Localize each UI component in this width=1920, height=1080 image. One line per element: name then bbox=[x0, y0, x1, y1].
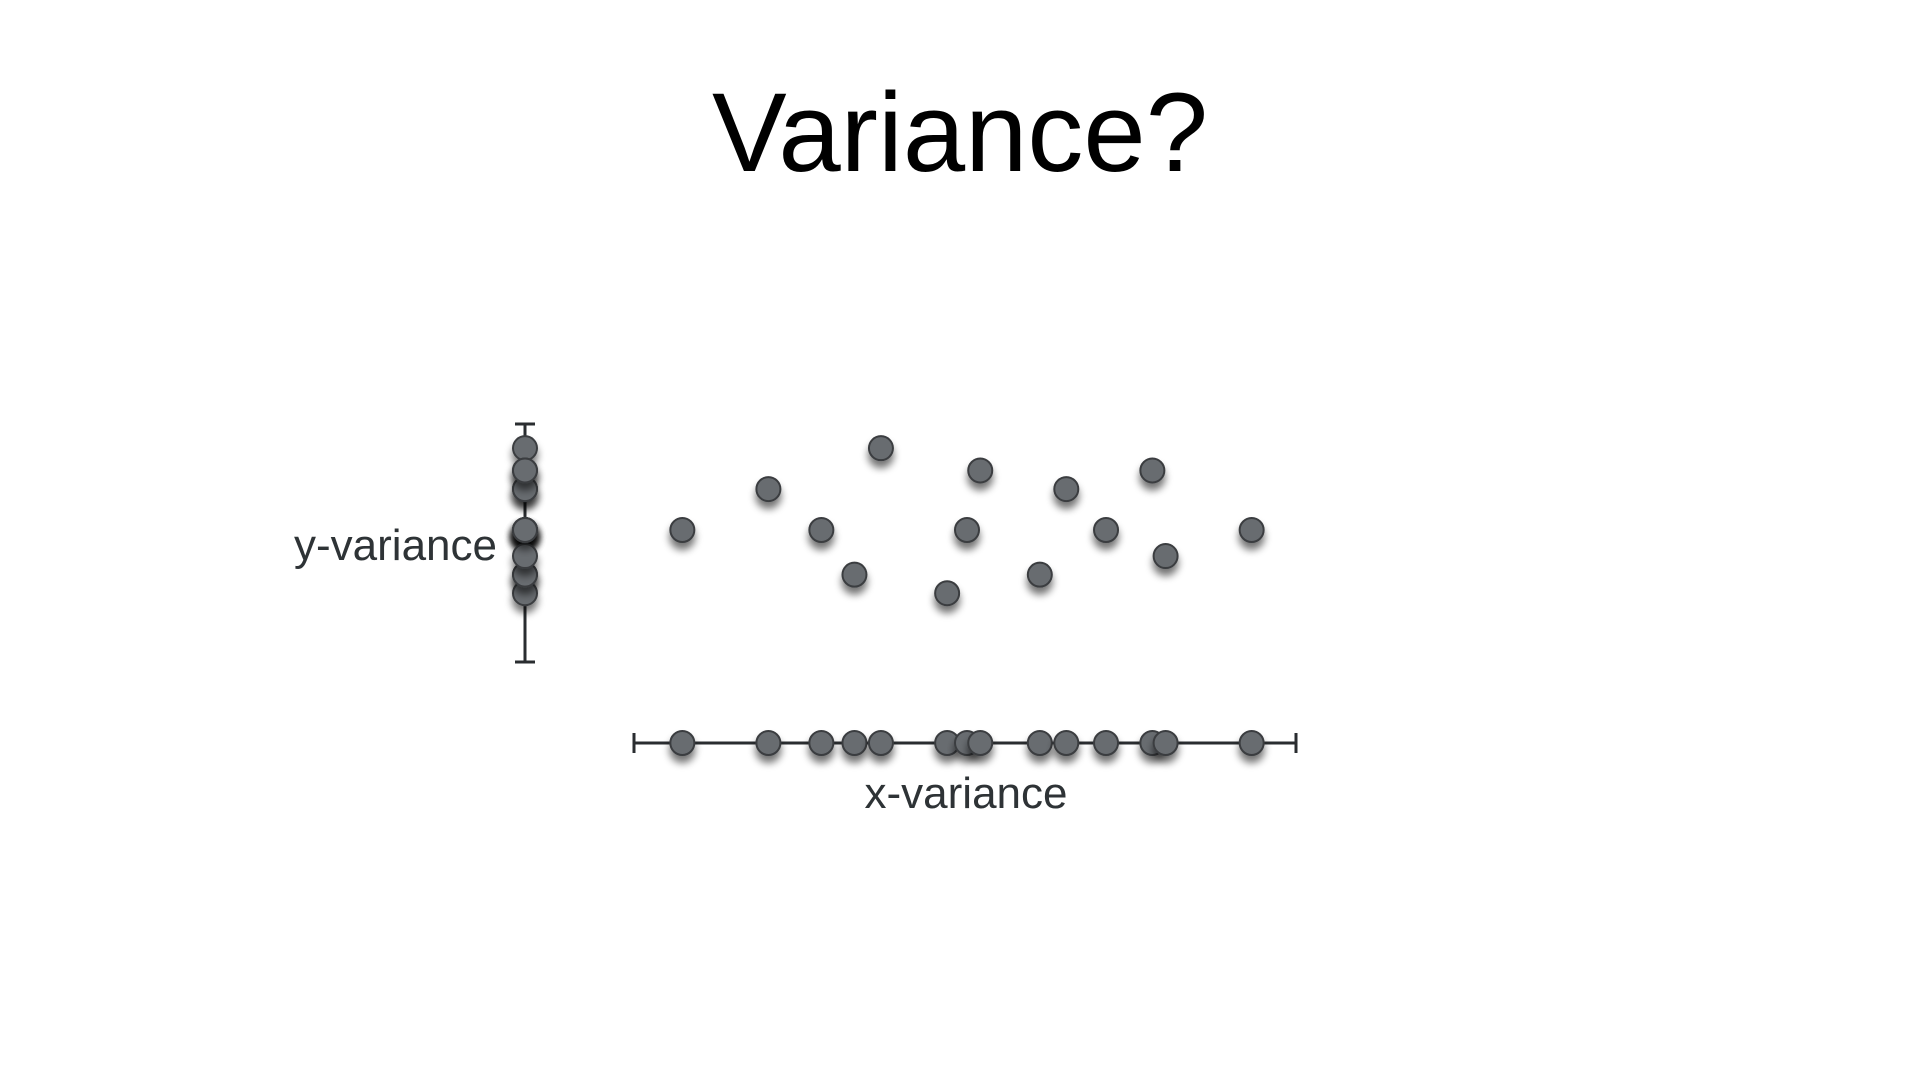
x-projection-point bbox=[867, 730, 894, 756]
scatter-point bbox=[1026, 561, 1053, 588]
x-projection-point bbox=[1026, 730, 1053, 756]
x-projection-point bbox=[841, 730, 868, 756]
scatter-point bbox=[954, 517, 980, 543]
x-projection-point bbox=[967, 730, 994, 756]
scatter-point bbox=[1238, 517, 1265, 543]
y-variance-axis bbox=[512, 422, 538, 664]
scatter-point bbox=[934, 580, 961, 607]
x-projection-point bbox=[1093, 730, 1120, 756]
y-projection-point bbox=[512, 543, 538, 570]
x-variance-label: x-variance bbox=[865, 769, 1068, 818]
x-projection-point bbox=[808, 730, 835, 756]
scatter-point bbox=[841, 561, 868, 588]
x-projection-point bbox=[1238, 730, 1265, 756]
x-projection-point bbox=[1053, 730, 1080, 756]
x-projection-point bbox=[755, 730, 782, 756]
scatter-point bbox=[1053, 476, 1080, 503]
y-projection-point bbox=[512, 435, 538, 462]
y-projection-point bbox=[512, 517, 538, 543]
slide-title: Variance? bbox=[711, 70, 1208, 195]
x-projection-point bbox=[1152, 730, 1179, 756]
y-variance-label: y-variance bbox=[294, 521, 497, 570]
scatter-points bbox=[669, 435, 1265, 607]
scatter-point bbox=[1139, 457, 1166, 484]
scatter-point bbox=[755, 476, 782, 503]
scatter-point bbox=[1093, 517, 1120, 543]
scatter-point bbox=[669, 517, 696, 543]
scatter-point bbox=[867, 435, 894, 462]
scatter-point bbox=[808, 517, 835, 543]
x-variance-axis bbox=[632, 730, 1298, 756]
scatter-point bbox=[1152, 543, 1179, 570]
scatter-point bbox=[967, 457, 994, 484]
x-projection-point bbox=[669, 730, 696, 756]
y-projection-point bbox=[512, 457, 538, 484]
